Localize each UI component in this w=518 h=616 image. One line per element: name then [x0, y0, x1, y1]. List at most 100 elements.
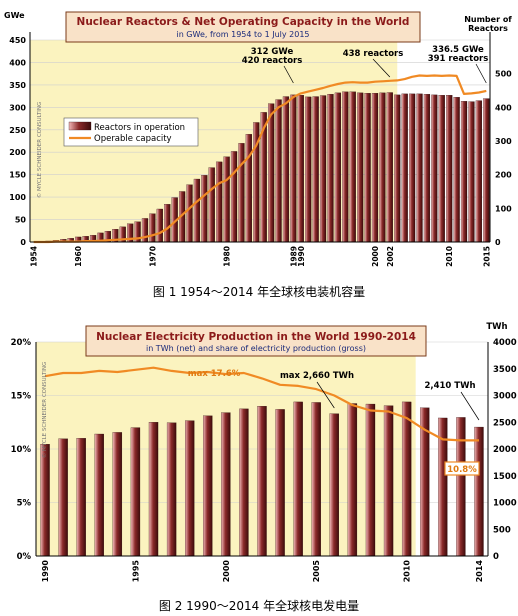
bar-reactors: [453, 97, 460, 243]
annotation-arrow: [283, 65, 294, 84]
left-tick-label: 100: [9, 193, 26, 202]
bar-production: [401, 401, 412, 557]
left-tick-label: 200: [9, 148, 26, 157]
bar-reactors: [468, 101, 475, 243]
right-axis-unit: Reactors: [468, 24, 508, 33]
bar-reactors: [305, 96, 312, 243]
bar-production: [148, 422, 159, 557]
annotation-text: 336.5 GWe: [432, 45, 484, 55]
bar-reactors: [416, 93, 423, 243]
figure-1-caption: 图 1 1954～2014 年全球核电装机容量: [152, 285, 366, 299]
bar-production: [76, 438, 86, 557]
right-tick-label: 100: [495, 204, 512, 213]
left-tick-label: 350: [9, 81, 26, 90]
annotation-arrow: [372, 58, 391, 78]
left-tick-label: 50: [15, 216, 27, 225]
annotation-arrow: [475, 63, 487, 84]
legend-label: Reactors in operation: [94, 123, 185, 133]
bar-reactors: [290, 94, 297, 243]
title-box: [85, 325, 427, 357]
bar-production: [203, 415, 213, 557]
x-tick-label: 1989: [289, 246, 298, 267]
bar-production: [130, 427, 141, 557]
right-axis-unit: Number of: [464, 15, 512, 24]
left-axis-unit: GWe: [4, 11, 25, 20]
left-tick-label: 150: [9, 171, 26, 180]
legend-swatch-bar: [68, 121, 92, 131]
right-tick-label: 1000: [493, 499, 517, 509]
annotation-text: 438 reactors: [343, 49, 404, 59]
left-tick-label: 20%: [11, 338, 32, 348]
bar-production: [112, 432, 123, 557]
right-tick-label: 3500: [493, 365, 517, 375]
watermark: © MYCLE SCHNEIDER CONSULTING: [41, 362, 48, 459]
annotation-text: 312 GWe: [251, 47, 294, 57]
line-share: [44, 366, 479, 442]
bar-reactors: [379, 92, 386, 243]
bar-reactors: [312, 96, 319, 243]
bar-production: [58, 438, 68, 557]
bar-reactors: [186, 184, 193, 243]
figure-2-caption: 图 2 1990～2014 年全球核电发电量: [158, 599, 360, 613]
x-tick-label: 2005: [312, 560, 321, 583]
bar-production: [94, 433, 104, 557]
right-tick-label: 0: [495, 238, 501, 247]
bar-reactors: [408, 93, 416, 243]
bar-reactors: [149, 213, 156, 243]
bar-reactors: [446, 95, 453, 243]
bar-production: [275, 409, 285, 557]
x-tick-label: 1960: [74, 246, 83, 267]
left-tick-label: 15%: [11, 392, 32, 402]
x-tick-label: 2002: [386, 246, 395, 267]
x-tick-label: 1995: [131, 560, 140, 583]
bar-reactors: [282, 96, 290, 243]
bar-production: [311, 402, 321, 557]
bar-production: [257, 406, 267, 557]
bar-reactors: [193, 178, 201, 243]
chart-electricity-production: 0% 5% 10% 15% 20% 0 500 1000 1500 2000 2500 3000 350…: [11, 322, 517, 583]
bar-production: [221, 412, 231, 557]
bar-production: [293, 401, 303, 557]
right-tick-label: 4000: [493, 338, 517, 348]
chart-subtitle: in TWh (net) and share of electricity pr…: [146, 344, 366, 353]
left-tick-label: 0%: [17, 552, 32, 562]
watermark: © MYCLE SCHNEIDER CONSULTING: [36, 102, 43, 199]
left-tick-label: 250: [9, 126, 26, 135]
bar-reactors: [268, 103, 275, 243]
bar-reactors: [386, 92, 393, 243]
x-tick-label: 1990: [41, 560, 50, 583]
right-tick-label: 200: [495, 171, 512, 180]
bar-reactors: [431, 94, 438, 243]
annotation-text: max 2,660 TWh: [280, 371, 354, 381]
right-tick-label: 0: [493, 552, 499, 562]
bar-reactors: [230, 151, 238, 243]
title-box: [65, 11, 421, 43]
annotation-text: 391 reactors: [428, 54, 489, 64]
left-tick-label: 450: [9, 36, 26, 45]
bar-production: [365, 403, 376, 557]
x-tick-label: 2014: [475, 560, 484, 583]
chart-subtitle: in GWe, from 1954 to 1 July 2015: [176, 30, 309, 39]
bar-reactors: [364, 93, 371, 243]
right-tick-label: 500: [493, 525, 511, 535]
annotation-text: 420 reactors: [242, 56, 303, 66]
legend-label: Operable capacity: [94, 134, 172, 144]
chart-title: Nuclear Electricity Production in the Wo…: [96, 331, 416, 343]
right-tick-label: 1500: [493, 472, 517, 482]
bar-reactors: [334, 92, 342, 243]
left-tick-label: 0: [20, 238, 26, 247]
bar-production: [40, 444, 50, 557]
line-operable-capacity: [33, 74, 487, 244]
x-tick-label: 2000: [222, 560, 231, 583]
x-tick-label: 1954: [30, 246, 39, 267]
left-tick-label: 400: [9, 58, 26, 67]
bar-production: [239, 408, 249, 557]
bar-reactors: [238, 143, 245, 243]
right-tick-label: 300: [495, 137, 512, 146]
bar-reactors: [349, 91, 356, 243]
annotation-text: max 17.6%: [188, 369, 241, 379]
bar-reactors: [245, 134, 252, 243]
bar-reactors: [216, 161, 223, 243]
right-tick-label: 500: [495, 70, 512, 79]
